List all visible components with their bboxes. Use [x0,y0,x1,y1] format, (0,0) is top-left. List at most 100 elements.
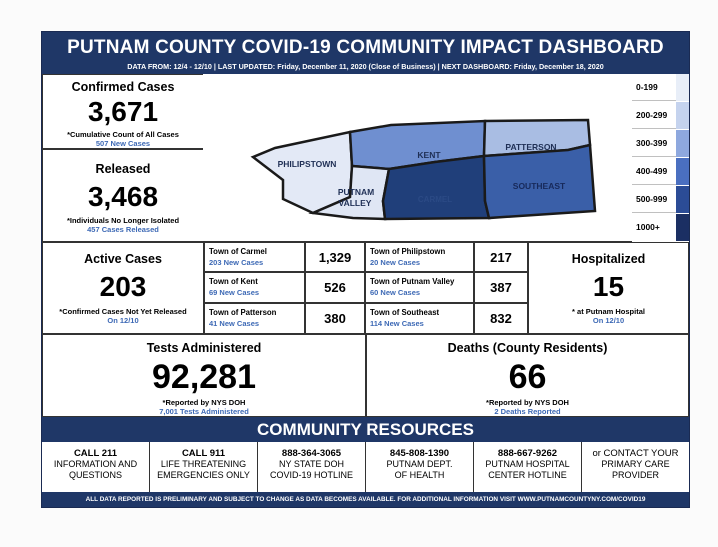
resource-item: CALL 211 INFORMATION AND QUESTIONS [42,442,150,492]
map-label-carmel: CARMEL [418,195,452,204]
confirmed-cases-box: Confirmed Cases 3,671 *Cumulative Count … [42,74,204,149]
town-new-cases: 114 New Cases [370,319,424,328]
deaths-caption: *Reported by NYS DOH [486,398,569,407]
resource-item: CALL 911 LIFE THREATENING EMERGENCIES ON… [150,442,258,492]
map-legend: 0-199 200-299 300-399 400-499 500-999 10… [632,74,689,242]
community-resources-title: COMMUNITY RESOURCES [42,417,689,442]
dashboard: PUTNAM COUNTY COVID-19 COMMUNITY IMPACT … [41,31,690,508]
resource-line: PUTNAM HOSPITAL [485,459,570,469]
resource-line: EMERGENCIES ONLY [157,470,250,480]
legend-label: 400-499 [636,166,668,176]
town-name: Town of Philipstown [370,247,446,256]
hospitalized-value: 15 [592,271,625,302]
legend-label: 200-299 [636,110,668,120]
tests-count: 7,001 Tests Administered [159,407,249,416]
deaths-count: 2 Deaths Reported [494,407,561,416]
map-label-putnam: PUTNAM [338,187,374,197]
confirmed-cases-value: 3,671 [87,96,159,127]
town-patterson: Town of Patterson 41 New Cases [204,303,305,334]
resource-line: LIFE THREATENING [160,459,247,469]
resource-item: 845-808-1390 PUTNAM DEPT. OF HEALTH [366,442,474,492]
legend-label: 1000+ [636,222,660,232]
map-label-patterson: PATTERSON [505,142,556,152]
town-name: Town of Patterson [209,308,277,317]
released-box: Released 3,468 *Individuals No Longer Is… [42,149,204,242]
active-cases-value: 203 [99,271,147,302]
map-label-southeast: SOUTHEAST [513,181,566,191]
resource-heading: CALL 211 [73,448,118,459]
tests-value: 92,281 [152,358,256,396]
town-name: Town of Southeast [370,308,440,317]
released-value: 3,468 [87,181,159,212]
map-region-philipstown [250,130,354,215]
map-label-kent: KENT [417,150,441,160]
hospitalized-label: Hospitalized [571,252,646,266]
resource-item: or CONTACT YOUR PRIMARY CARE PROVIDER [582,442,689,492]
legend-item: 0-199 [632,74,689,101]
resource-line: COVID-19 HOTLINE [269,470,354,480]
legend-label: 500-999 [636,194,668,204]
legend-item: 400-499 [632,158,689,185]
legend-item: 200-299 [632,102,689,129]
resource-line: PROVIDER [611,470,659,480]
resource-item: 888-364-3065 NY STATE DOH COVID-19 HOTLI… [258,442,366,492]
hospitalized-box: Hospitalized 15 * at Putnam Hospital On … [528,242,689,334]
hospitalized-date: On 12/10 [592,316,625,325]
town-name: Town of Putnam Valley [370,277,455,286]
county-map: PHILIPSTOWN KENT PATTERSON PUTNAM VALLEY… [203,74,632,242]
town-new-cases: 69 New Cases [209,288,260,297]
town-philipstown-total: 217 [474,242,528,272]
county-map-svg: PHILIPSTOWN KENT PATTERSON PUTNAM VALLEY… [250,118,597,221]
town-name: Town of Carmel [209,247,267,256]
resource-line: INFORMATION AND [53,459,138,469]
deaths-value: 66 [508,358,547,396]
released-count: 457 Cases Released [87,225,159,234]
released-label: Released [95,162,151,176]
resource-heading: 888-667-9262 [497,448,558,459]
active-cases-label: Active Cases [84,252,162,266]
legend-label: 0-199 [636,82,658,92]
map-label-philipstown: PHILIPSTOWN [278,159,337,169]
active-cases-date: On 12/10 [107,316,139,325]
resource-line: or CONTACT YOUR [592,448,679,459]
town-philipstown: Town of Philipstown 20 New Cases [365,242,474,272]
town-new-cases: 41 New Cases [209,319,260,328]
town-kent-total: 526 [305,272,365,303]
confirmed-cases-label: Confirmed Cases [71,80,175,94]
town-name: Town of Kent [209,277,258,286]
resource-heading: 888-364-3065 [281,448,342,459]
resource-heading: CALL 911 [181,448,226,459]
hospitalized-caption: * at Putnam Hospital [572,307,645,316]
town-southeast-total: 832 [474,303,528,334]
tests-caption: *Reported by NYS DOH [162,398,246,407]
town-patterson-total: 380 [305,303,365,334]
town-carmel: Town of Carmel 203 New Cases [204,242,305,272]
resource-line: QUESTIONS [68,470,122,480]
legend-swatch [676,186,689,213]
town-new-cases: 60 New Cases [370,288,421,297]
active-cases-box: Active Cases 203 *Confirmed Cases Not Ye… [42,242,204,334]
map-label-valley: VALLEY [339,198,372,208]
tests-box: Tests Administered 92,281 *Reported by N… [42,334,366,417]
released-caption: *Individuals No Longer Isolated [66,216,180,225]
resource-line: PUTNAM DEPT. [386,459,453,469]
dashboard-subtitle: DATA FROM: 12/4 - 12/10 | LAST UPDATED: … [127,62,604,71]
deaths-label: Deaths (County Residents) [447,341,608,355]
resource-line: OF HEALTH [394,470,445,480]
town-putnam-valley: Town of Putnam Valley 60 New Cases [365,272,474,303]
footer-disclaimer: ALL DATA REPORTED IS PRELIMINARY AND SUB… [42,492,689,507]
tests-label: Tests Administered [146,341,262,355]
resource-line: PRIMARY CARE [601,459,670,469]
town-kent: Town of Kent 69 New Cases [204,272,305,303]
town-new-cases: 20 New Cases [370,258,421,267]
legend-swatch [676,130,689,157]
town-carmel-total: 1,329 [305,242,365,272]
town-putnam-valley-total: 387 [474,272,528,303]
legend-item: 1000+ [632,214,689,241]
legend-item: 500-999 [632,186,689,213]
legend-swatch [676,214,689,241]
dashboard-title: PUTNAM COUNTY COVID-19 COMMUNITY IMPACT … [67,37,664,58]
legend-swatch [676,74,689,101]
resource-line: CENTER HOTLINE [488,470,567,480]
legend-label: 300-399 [636,138,668,148]
